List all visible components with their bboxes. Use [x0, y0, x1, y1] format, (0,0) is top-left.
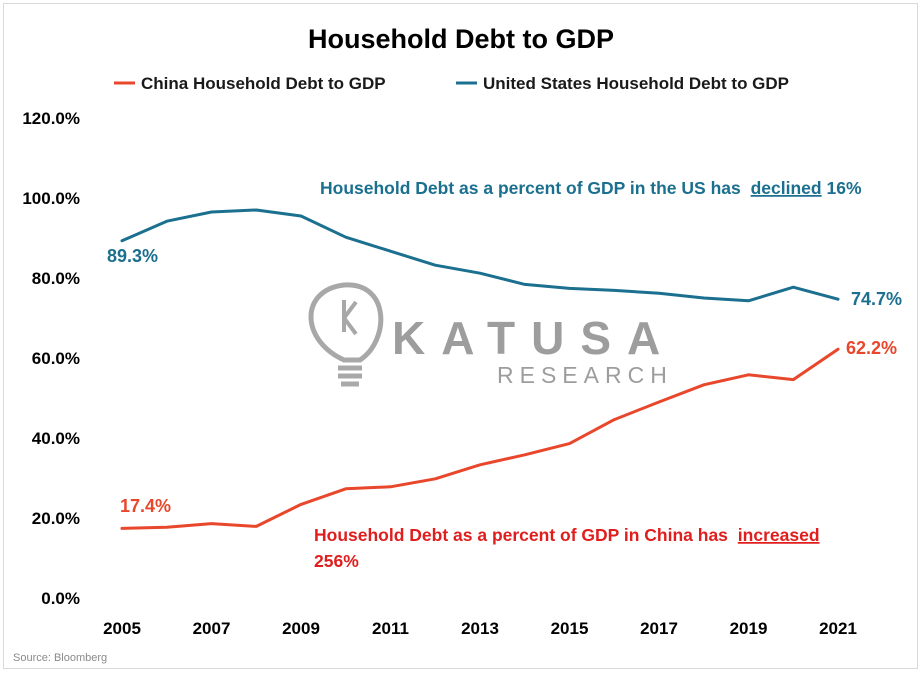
- us-end-label: 74.7%: [851, 289, 902, 309]
- us-annotation-keyword: declined: [751, 178, 822, 198]
- lightbulb-icon: [308, 282, 384, 387]
- watermark-logo: KATUSA RESEARCH: [308, 282, 676, 388]
- x-axis: 2005 2007 2009 2011 2013 2015 2017 2019 2021: [103, 619, 857, 638]
- y-tick-label: 80.0%: [32, 269, 80, 288]
- y-tick-label: 40.0%: [32, 429, 80, 448]
- y-tick-label: 20.0%: [32, 509, 80, 528]
- china-annotation-text: Household Debt as a percent of GDP in Ch…: [314, 525, 728, 545]
- y-tick-label: 60.0%: [32, 349, 80, 368]
- y-axis: 0.0% 20.0% 40.0% 60.0% 80.0% 100.0% 120.0%: [22, 109, 80, 608]
- y-tick-label: 100.0%: [22, 189, 80, 208]
- chart-frame: [3, 3, 918, 669]
- legend-us-label: United States Household Debt to GDP: [483, 74, 789, 93]
- x-tick-label: 2011: [372, 619, 409, 638]
- china-annotation-keyword: increased: [738, 525, 820, 545]
- us-annotation-text: Household Debt as a percent of GDP in th…: [320, 178, 741, 198]
- y-tick-label: 120.0%: [22, 109, 80, 128]
- source-note: Source: Bloomberg: [13, 652, 107, 664]
- watermark-sub: RESEARCH: [497, 362, 673, 388]
- china-annotation: Household Debt as a percent of GDP in Ch…: [314, 525, 820, 545]
- legend-china-label: China Household Debt to GDP: [141, 74, 386, 93]
- data-labels: 89.3% 74.7% 17.4% 62.2%: [107, 246, 902, 516]
- x-tick-label: 2009: [282, 619, 320, 638]
- legend: China Household Debt to GDP United State…: [114, 74, 789, 93]
- chart-title: Household Debt to GDP: [308, 24, 614, 54]
- x-tick-label: 2019: [730, 619, 768, 638]
- annotations: Household Debt as a percent of GDP in th…: [314, 178, 862, 571]
- x-tick-label: 2013: [461, 619, 499, 638]
- x-tick-label: 2017: [640, 619, 678, 638]
- china-start-label: 17.4%: [120, 496, 171, 516]
- us-series-line: [120, 208, 840, 303]
- china-end-label: 62.2%: [846, 338, 897, 358]
- x-tick-label: 2021: [819, 619, 857, 638]
- x-tick-label: 2005: [103, 619, 141, 638]
- us-start-label: 89.3%: [107, 246, 158, 266]
- series-layer: [120, 208, 840, 530]
- china-annotation-line2: 256%: [314, 551, 359, 571]
- x-tick-label: 2015: [551, 619, 589, 638]
- y-tick-label: 0.0%: [41, 589, 80, 608]
- china-series-line: [120, 347, 840, 530]
- us-annotation: Household Debt as a percent of GDP in th…: [320, 178, 862, 198]
- watermark-brand: KATUSA: [392, 312, 676, 364]
- us-annotation-suffix: 16%: [826, 178, 861, 198]
- x-tick-label: 2007: [193, 619, 231, 638]
